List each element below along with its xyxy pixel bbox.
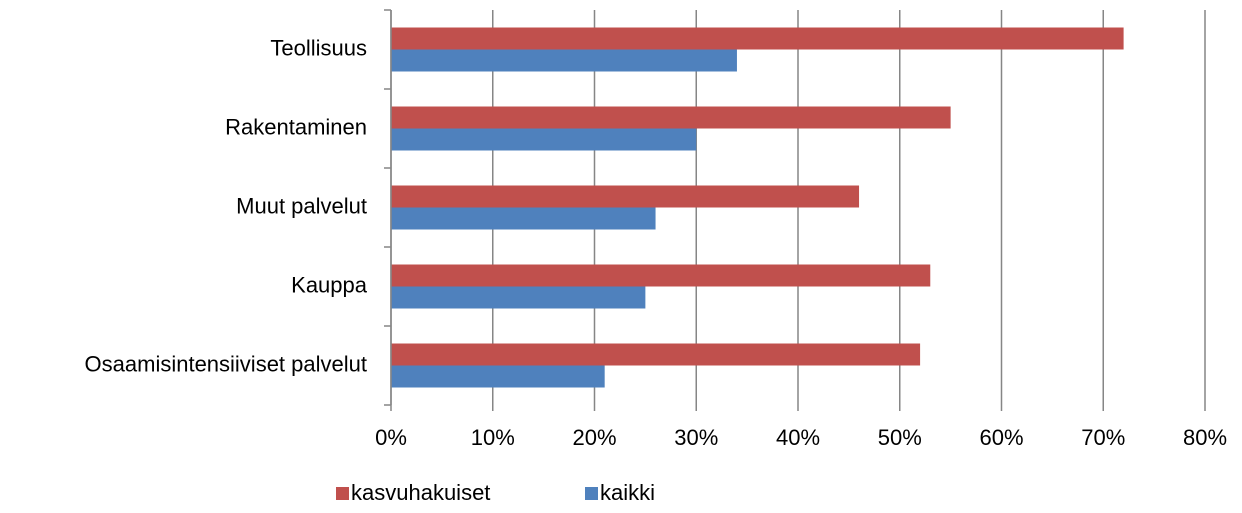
bar: [391, 49, 737, 72]
legend-label: kasvuhakuiset: [351, 480, 490, 505]
bar: [391, 207, 656, 230]
bar: [391, 264, 931, 287]
x-tick-label: 70%: [1081, 425, 1125, 450]
bar: [391, 128, 697, 151]
legend-swatch: [585, 487, 598, 500]
y-tick-label: Osaamisintensiiviset palvelut: [85, 351, 367, 376]
y-tick-label: Kauppa: [291, 272, 368, 297]
x-tick-label: 30%: [674, 425, 718, 450]
x-tick-label: 0%: [375, 425, 407, 450]
bar: [391, 343, 921, 366]
y-tick-label: Teollisuus: [270, 35, 367, 60]
y-tick-label: Muut palvelut: [236, 193, 367, 218]
x-tick-label: 50%: [878, 425, 922, 450]
x-tick-label: 10%: [471, 425, 515, 450]
bar: [391, 185, 860, 208]
bar: [391, 106, 951, 129]
bar: [391, 365, 605, 388]
x-tick-label: 40%: [776, 425, 820, 450]
x-tick-label: 60%: [979, 425, 1023, 450]
x-tick-label: 80%: [1183, 425, 1227, 450]
legend-label: kaikki: [600, 480, 655, 505]
bar: [391, 286, 646, 309]
y-tick-label: Rakentaminen: [225, 114, 367, 139]
legend-swatch: [336, 487, 349, 500]
x-tick-label: 20%: [572, 425, 616, 450]
bar: [391, 27, 1124, 50]
